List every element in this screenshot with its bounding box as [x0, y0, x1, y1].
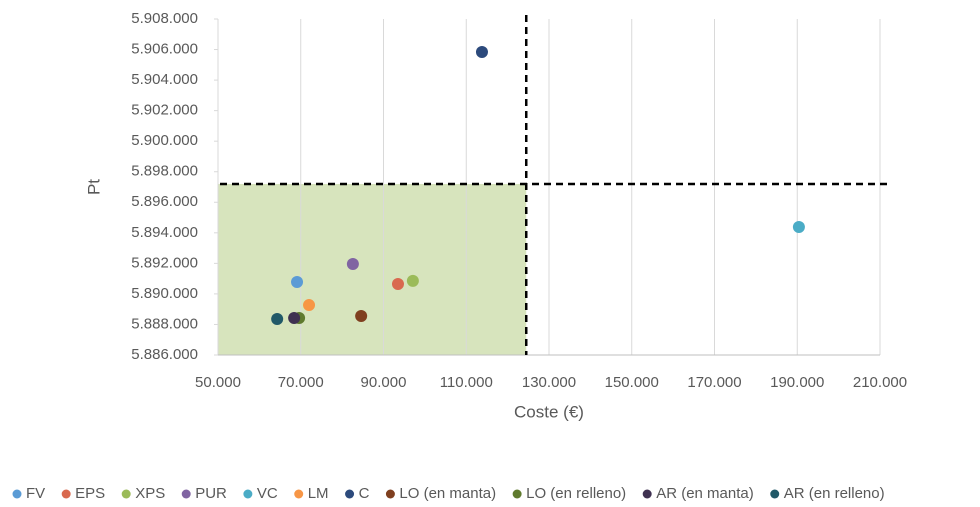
- x-tick-label: 70.000: [278, 374, 324, 391]
- legend-label: EPS: [75, 485, 105, 502]
- point: [475, 45, 488, 58]
- x-tick-label: 190.000: [770, 374, 824, 391]
- y-tick-label: 5.904.000: [131, 71, 198, 88]
- legend-marker: [642, 489, 652, 499]
- point: [792, 221, 805, 234]
- y-tick-label: 5.892.000: [131, 254, 198, 271]
- point: [346, 257, 359, 270]
- y-tick-label: 5.894.000: [131, 224, 198, 241]
- legend-marker: [512, 489, 522, 499]
- point: [271, 312, 284, 325]
- y-tick-label: 5.886.000: [131, 346, 198, 363]
- legend-label: FV: [26, 485, 45, 502]
- x-tick-label: 90.000: [361, 374, 407, 391]
- legend-label: VC: [257, 485, 278, 502]
- legend-label: AR (en relleno): [784, 485, 885, 502]
- point: [406, 274, 419, 287]
- x-tick-label: 110.000: [440, 374, 493, 391]
- legend-label: XPS: [135, 485, 165, 502]
- x-tick-label: 170.000: [687, 374, 741, 391]
- y-axis-label: Pt: [84, 179, 103, 195]
- legend-label: LM: [308, 485, 329, 502]
- y-tick-label: 5.908.000: [131, 10, 198, 27]
- legend-marker: [121, 489, 131, 499]
- point: [291, 275, 304, 288]
- highlight-region: [218, 183, 527, 355]
- legend-label: AR (en manta): [656, 485, 754, 502]
- y-tick-label: 5.900.000: [131, 132, 198, 149]
- x-tick-label: 130.000: [522, 374, 576, 391]
- legend-marker: [243, 489, 253, 499]
- legend-label: LO (en manta): [399, 485, 496, 502]
- legend-marker: [770, 489, 780, 499]
- x-tick-label: 210.000: [853, 374, 907, 391]
- point: [355, 310, 368, 323]
- y-tick-label: 5.906.000: [131, 41, 198, 58]
- legend-marker: [181, 489, 191, 499]
- x-axis-label: Coste (€): [514, 402, 584, 421]
- point: [391, 277, 404, 290]
- legend-label: LO (en relleno): [526, 485, 626, 502]
- y-tick-label: 5.888.000: [131, 315, 198, 332]
- x-tick-label: 150.000: [605, 374, 659, 391]
- x-tick-label: 50.000: [195, 374, 241, 391]
- y-tick-label: 5.902.000: [131, 102, 198, 119]
- y-tick-label: 5.890.000: [131, 285, 198, 302]
- y-tick-label: 5.898.000: [131, 163, 198, 180]
- legend-marker: [345, 489, 355, 499]
- y-tick-label: 5.896.000: [131, 193, 198, 210]
- legend-label: PUR: [195, 485, 227, 502]
- legend-marker: [12, 489, 22, 499]
- point: [288, 312, 301, 325]
- point: [303, 299, 316, 312]
- legend-marker: [385, 489, 395, 499]
- legend-marker: [294, 489, 304, 499]
- legend-marker: [61, 489, 71, 499]
- legend-label: C: [359, 485, 370, 502]
